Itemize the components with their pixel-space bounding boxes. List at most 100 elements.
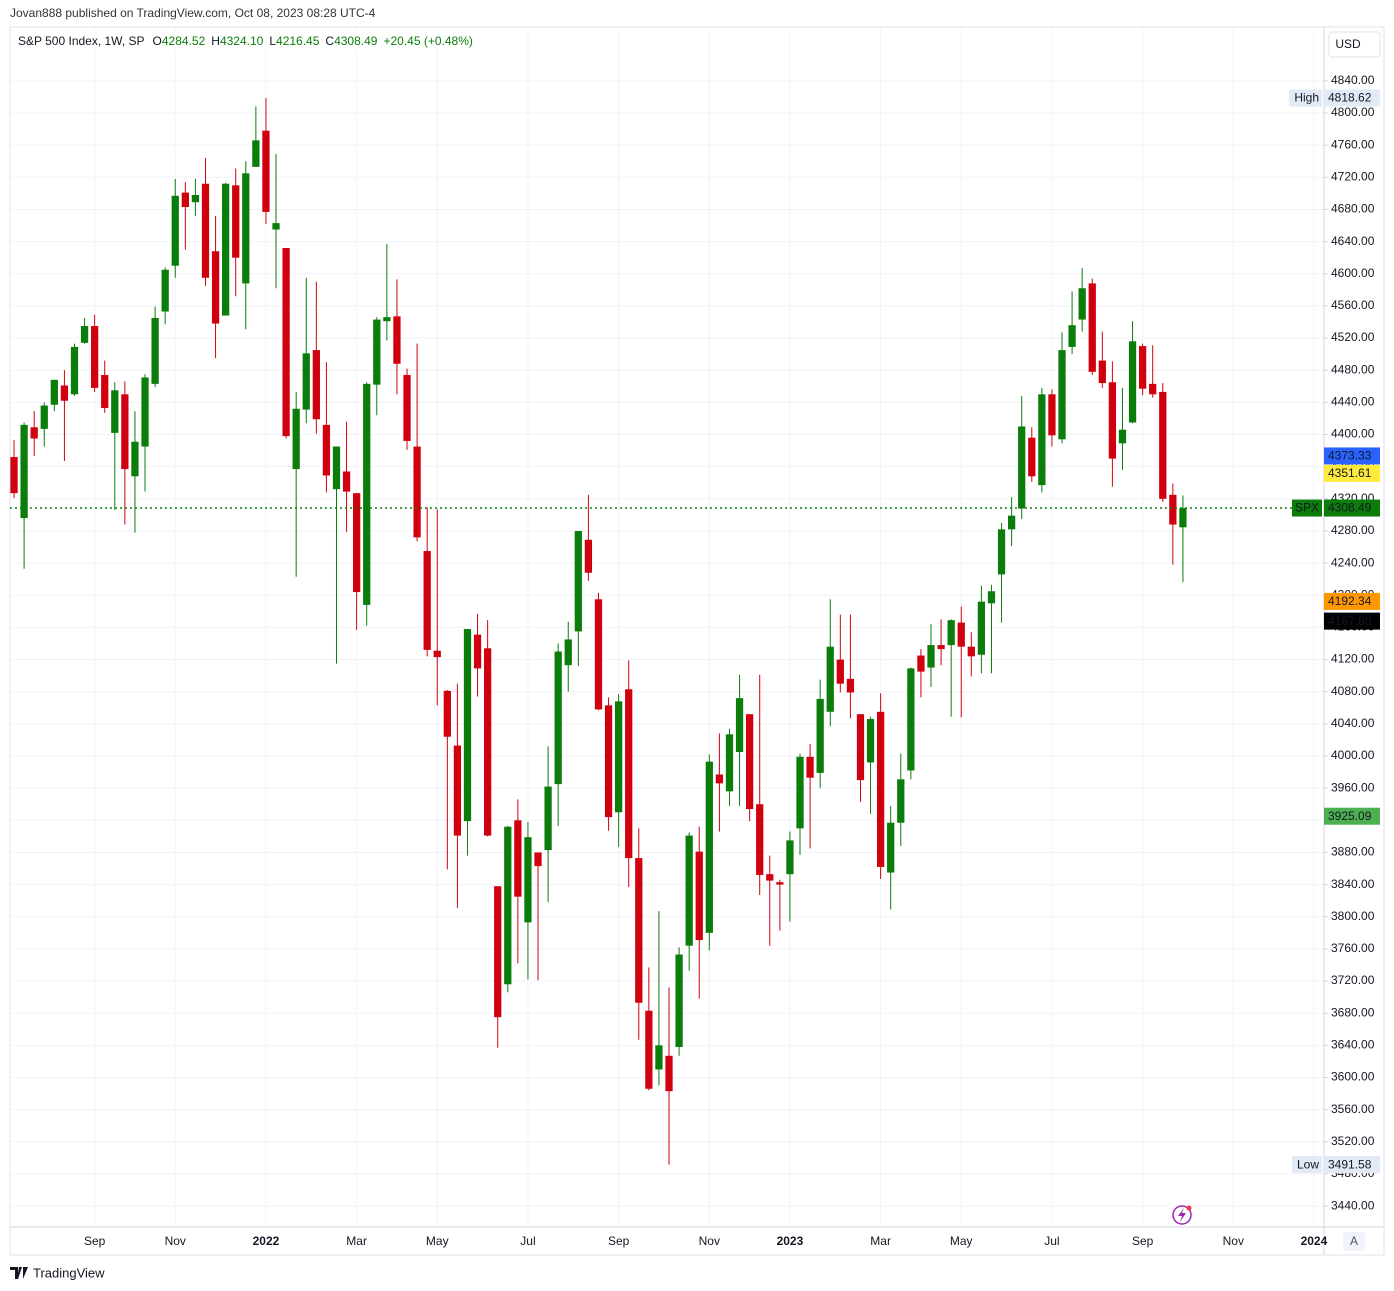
lightning-icon[interactable] bbox=[1172, 1205, 1192, 1225]
candle-body bbox=[453, 745, 462, 836]
x-tick-label: Nov bbox=[165, 1234, 186, 1248]
candle-body bbox=[594, 599, 603, 710]
candle-body bbox=[413, 446, 421, 538]
candle-body bbox=[1159, 391, 1167, 499]
candle-body bbox=[292, 408, 300, 470]
auto-scale-label[interactable]: A bbox=[1350, 1234, 1358, 1248]
footer: TradingView bbox=[33, 1265, 105, 1280]
candle-body bbox=[856, 714, 865, 781]
legend-value: 4284.52 bbox=[162, 34, 206, 48]
price-badge: 3925.09 bbox=[1328, 809, 1372, 823]
candle-body bbox=[353, 493, 361, 593]
candle-body bbox=[201, 183, 210, 278]
currency-box[interactable] bbox=[1328, 31, 1381, 58]
legend-key: O bbox=[153, 34, 162, 48]
low-badge-bg bbox=[1324, 1156, 1380, 1174]
y-tick-label: 4280.00 bbox=[1331, 523, 1375, 537]
candle-body bbox=[927, 645, 935, 668]
candle-body bbox=[786, 840, 794, 875]
candle-body bbox=[1028, 437, 1036, 477]
legend-symbol: S&P 500 Index, 1W, SP bbox=[18, 34, 145, 48]
price-badge-bg bbox=[1324, 592, 1380, 610]
y-tick-label: 4400.00 bbox=[1331, 427, 1375, 441]
candle-body bbox=[101, 375, 109, 408]
legend-value: 4324.10 bbox=[220, 34, 264, 48]
x-tick-label: Nov bbox=[699, 1234, 720, 1248]
candle-body bbox=[564, 639, 572, 666]
y-tick-label: 3600.00 bbox=[1331, 1070, 1375, 1084]
y-tick-label: 4240.00 bbox=[1331, 555, 1375, 569]
candle-body bbox=[1058, 350, 1066, 440]
y-tick-label: 3840.00 bbox=[1331, 877, 1375, 891]
candle-body bbox=[705, 761, 713, 933]
candle-body bbox=[484, 648, 492, 836]
y-tick-label: 4040.00 bbox=[1331, 716, 1375, 730]
candle-body bbox=[796, 756, 804, 829]
low-tag: Low bbox=[1297, 1157, 1319, 1171]
candle-body bbox=[1138, 346, 1147, 389]
candle-body bbox=[907, 668, 915, 771]
candle-body bbox=[584, 539, 593, 573]
currency[interactable]: USD bbox=[1335, 37, 1361, 51]
candle-body bbox=[433, 650, 441, 658]
candle-body bbox=[816, 698, 824, 773]
candle-body bbox=[1108, 382, 1117, 459]
candle-body bbox=[836, 659, 844, 684]
grid bbox=[10, 27, 1324, 1227]
candle-body bbox=[685, 835, 693, 946]
y-tick-label: 4720.00 bbox=[1331, 169, 1375, 183]
candle-body bbox=[554, 651, 562, 785]
candle-body bbox=[1018, 426, 1026, 509]
candle-body bbox=[826, 646, 834, 712]
candle-body bbox=[1118, 429, 1127, 444]
candle-body bbox=[494, 886, 502, 1018]
candle-body bbox=[191, 194, 200, 203]
candle-body bbox=[735, 698, 744, 752]
price-badge: 4167.80 bbox=[1328, 614, 1372, 628]
x-tick-label: 2023 bbox=[777, 1234, 804, 1248]
candle-body bbox=[1038, 394, 1046, 486]
candle-body bbox=[917, 655, 925, 672]
price-badge-bg bbox=[1324, 612, 1380, 630]
candle-body bbox=[1128, 341, 1137, 423]
candle-body bbox=[1007, 515, 1016, 530]
y-tick-label: 3880.00 bbox=[1331, 845, 1375, 859]
candle-body bbox=[1098, 360, 1106, 384]
candle-body bbox=[312, 350, 320, 420]
candle-body bbox=[967, 646, 975, 657]
candle-body bbox=[645, 1010, 653, 1089]
y-tick-label: 3560.00 bbox=[1331, 1102, 1375, 1116]
candle-body bbox=[1088, 283, 1096, 372]
candle-body bbox=[252, 140, 260, 167]
y-tick-label: 4600.00 bbox=[1331, 266, 1375, 280]
candle-body bbox=[846, 678, 855, 693]
candle-body bbox=[625, 689, 633, 859]
candle-body bbox=[514, 820, 522, 897]
x-tick-label: 2024 bbox=[1301, 1234, 1328, 1248]
candle-body bbox=[504, 826, 512, 985]
candle-body bbox=[987, 591, 996, 604]
auto-scale-button[interactable] bbox=[1343, 1232, 1365, 1251]
candle-body bbox=[10, 457, 18, 494]
y-tick-label: 4000.00 bbox=[1331, 748, 1375, 762]
price-badge: 4192.34 bbox=[1328, 594, 1372, 608]
candle-body bbox=[50, 379, 58, 405]
candle-body bbox=[947, 620, 955, 646]
candle-body bbox=[272, 223, 280, 230]
candle-body bbox=[665, 1055, 673, 1092]
candle-body bbox=[181, 192, 189, 208]
candle-body bbox=[302, 353, 310, 410]
candle-body bbox=[322, 424, 331, 476]
candle-body bbox=[40, 405, 48, 429]
x-tick-label: Mar bbox=[346, 1234, 367, 1248]
candle-body bbox=[20, 424, 28, 519]
candle-body bbox=[403, 375, 411, 441]
candle-body bbox=[887, 822, 895, 873]
candle-body bbox=[60, 385, 69, 401]
y-tick-label: 3640.00 bbox=[1331, 1038, 1375, 1052]
candle-body bbox=[111, 390, 119, 433]
price-badge-bg bbox=[1324, 464, 1380, 482]
y-tick-label: 4680.00 bbox=[1331, 202, 1375, 216]
candle-body bbox=[30, 427, 38, 439]
y-tick-label: 4640.00 bbox=[1331, 234, 1375, 248]
